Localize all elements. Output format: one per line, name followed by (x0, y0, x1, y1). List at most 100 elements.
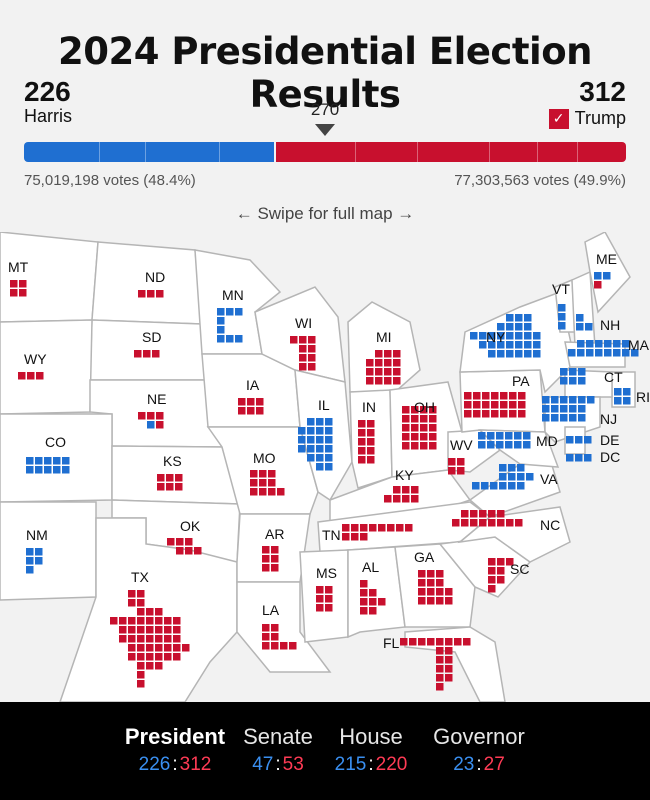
state-label-vt: VT (552, 281, 570, 297)
state-ar-tiles[interactable] (262, 546, 279, 572)
electoral-vote-tile (500, 401, 508, 409)
state-tn-tiles[interactable] (342, 524, 413, 541)
state-mo-tiles[interactable] (250, 470, 285, 496)
tab-governor[interactable]: Governor 23:27 (424, 724, 534, 776)
state-ky-tiles[interactable] (384, 486, 419, 503)
electoral-vote-tile (316, 445, 324, 453)
electoral-vote-tile (558, 322, 566, 330)
electoral-vote-tile (325, 586, 333, 594)
electoral-vote-tile (19, 289, 27, 297)
state-la-tiles[interactable] (262, 624, 297, 650)
electoral-vote-tile (164, 653, 172, 661)
state-mt-tiles[interactable] (10, 280, 27, 297)
state-nj-tiles[interactable] (542, 396, 595, 422)
electoral-vote-tile (445, 597, 453, 605)
electoral-vote-tile (10, 289, 18, 297)
state-pa-tiles[interactable] (464, 392, 526, 418)
state-label-al: AL (362, 559, 379, 575)
electoral-vote-tile (152, 350, 160, 358)
state-wy-tiles[interactable] (18, 372, 44, 380)
electoral-vote-tile (568, 349, 576, 357)
electoral-vote-tile (325, 463, 333, 471)
electoral-vote-tile (325, 604, 333, 612)
state-label-va: VA (540, 471, 558, 487)
tab-president-label: President (124, 724, 226, 749)
electoral-vote-tile (402, 424, 410, 432)
state-nm-tiles[interactable] (26, 548, 43, 574)
harris-bar (24, 142, 274, 162)
state-al-tiles[interactable] (360, 580, 386, 615)
electoral-vote-tile (411, 424, 419, 432)
state-vt-tiles[interactable] (558, 304, 566, 330)
electoral-vote-tile (411, 442, 419, 450)
state-sd-tiles[interactable] (134, 350, 160, 358)
state-va-tiles[interactable] (472, 464, 534, 490)
state-nc-tiles[interactable] (452, 510, 523, 527)
electoral-vote-tile (384, 359, 392, 367)
electoral-vote-tile (473, 392, 481, 400)
tab-senate[interactable]: Senate 47:53 (236, 724, 320, 776)
electoral-vote-tile (226, 335, 234, 343)
electoral-vote-tile (316, 586, 324, 594)
electoral-vote-tile (461, 519, 469, 527)
electoral-vote-tile (10, 280, 18, 288)
state-ks-tiles[interactable] (157, 474, 183, 491)
electoral-vote-tile (369, 607, 377, 615)
electoral-vote-tile (470, 332, 478, 340)
electoral-vote-tile (271, 624, 279, 632)
state-nh-tiles[interactable] (576, 314, 593, 331)
electoral-vote-tile (488, 350, 496, 358)
electoral-vote-tile (524, 314, 532, 322)
electoral-vote-tile (167, 538, 175, 546)
state-ga-tiles[interactable] (418, 570, 453, 605)
state-label-ma: MA (628, 337, 650, 353)
electoral-vote-tile (156, 290, 164, 298)
state-fl-tiles[interactable] (400, 638, 471, 691)
state-tx-tiles[interactable] (110, 590, 190, 688)
state-md-tiles[interactable] (478, 432, 531, 449)
electoral-vote-tile (464, 401, 472, 409)
electoral-vote-tile (587, 396, 595, 404)
electoral-vote-tile (137, 608, 145, 616)
state-mn-tiles[interactable] (217, 308, 243, 343)
state-dc-tiles[interactable] (566, 454, 592, 462)
state-co-tiles[interactable] (26, 457, 70, 474)
tab-president[interactable]: President 226:312 (118, 724, 232, 776)
state-wi-tiles[interactable] (290, 336, 316, 371)
state-ri-tiles[interactable] (614, 388, 631, 405)
electoral-vote-tile (517, 482, 525, 490)
state-wv-tiles[interactable] (448, 458, 465, 475)
state-label-dc: DC (600, 449, 620, 465)
electoral-vote-tile (402, 406, 410, 414)
electoral-vote-tile (436, 588, 444, 596)
electoral-vote-tile (27, 372, 35, 380)
electoral-vote-tile (448, 458, 456, 466)
state-sc-tiles[interactable] (488, 558, 514, 593)
state-nd-tiles[interactable] (138, 290, 164, 298)
electoral-vote-tile (250, 470, 258, 478)
state-me-tiles[interactable] (594, 272, 611, 289)
harris-name: Harris (24, 106, 72, 126)
electoral-vote-tile (575, 436, 583, 444)
electoral-map[interactable]: MT ND SD WY NE CO KS NM OK TX MN IA MO AR LA WI IL MI IN OH… (0, 232, 650, 702)
state-ny-tiles[interactable] (470, 314, 541, 358)
electoral-vote-tile (375, 377, 383, 385)
state-ok-tiles[interactable] (167, 538, 202, 555)
electoral-vote-tile (560, 414, 568, 422)
electoral-vote-tile (436, 683, 444, 691)
state-ma-tiles[interactable] (568, 340, 639, 357)
state-in-tiles[interactable] (358, 420, 375, 464)
state-il-tiles[interactable] (298, 418, 333, 471)
electoral-vote-tile (497, 576, 505, 584)
electoral-vote-tile (360, 524, 368, 532)
electoral-vote-tile (491, 392, 499, 400)
state-oh-tiles[interactable] (402, 406, 437, 450)
state-ms-tiles[interactable] (316, 586, 333, 612)
tab-house[interactable]: House 215:220 (326, 724, 416, 776)
state-mi-tiles[interactable] (366, 350, 401, 385)
state-de-tiles[interactable] (566, 436, 592, 444)
state-ia-tiles[interactable] (238, 398, 264, 415)
state-ne-tiles[interactable] (138, 412, 164, 429)
state-label-ok: OK (180, 518, 201, 534)
state-ct-tiles[interactable] (560, 368, 586, 385)
